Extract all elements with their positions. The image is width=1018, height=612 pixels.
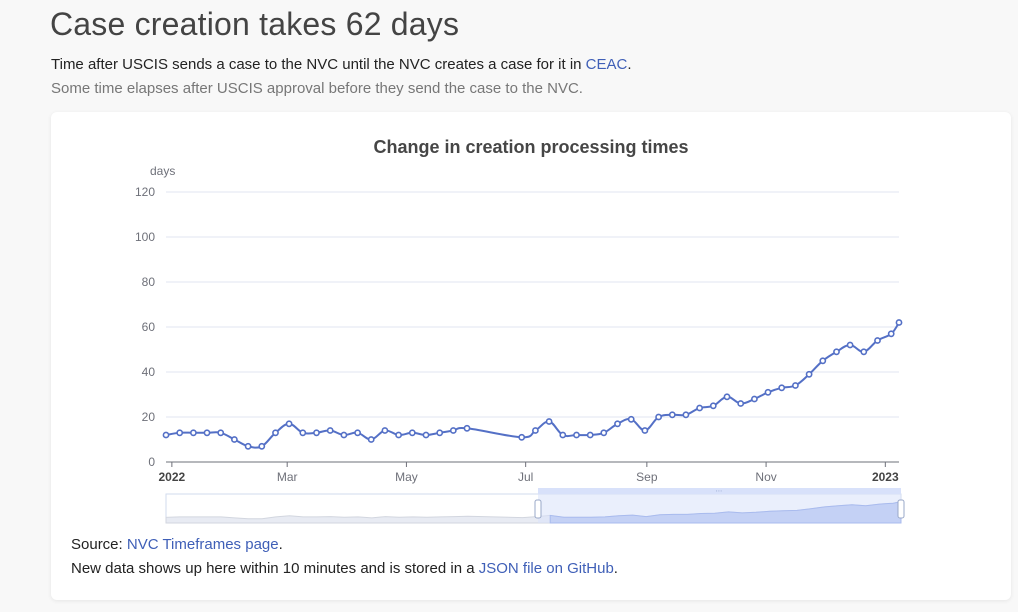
zoom-left-handle[interactable] xyxy=(534,499,542,519)
grid-lines xyxy=(166,191,899,418)
data-point[interactable] xyxy=(833,348,840,356)
data-point[interactable] xyxy=(340,431,348,439)
page-description: Time after USCIS sends a case to the NVC… xyxy=(51,56,632,73)
data-point[interactable] xyxy=(874,337,881,344)
lead-text: Time after USCIS sends a case to the NVC… xyxy=(51,56,586,73)
data-point[interactable] xyxy=(395,431,402,439)
zoom-move-bar[interactable] xyxy=(538,488,901,494)
data-point[interactable] xyxy=(272,429,279,437)
x-tick-label: 2023 xyxy=(872,470,899,484)
zoom-grip-icon: ⋯ xyxy=(716,487,723,495)
data-point[interactable] xyxy=(436,429,444,437)
data-point[interactable] xyxy=(518,433,526,441)
data-point[interactable] xyxy=(709,402,717,410)
data-point[interactable] xyxy=(354,429,361,437)
data-point[interactable] xyxy=(258,442,266,450)
x-axis-ticks: 2022 Mar May Jul Sep Nov 2023 xyxy=(159,462,899,484)
data-point[interactable] xyxy=(751,395,758,403)
chart-card: Change in creation processing times days… xyxy=(51,112,1011,600)
data-point[interactable] xyxy=(531,427,539,434)
x-tick-label: Nov xyxy=(755,470,776,484)
zoom-preview-selected xyxy=(549,500,902,524)
data-point[interactable] xyxy=(367,436,375,443)
data-point[interactable] xyxy=(449,427,457,434)
x-tick-label: 2022 xyxy=(159,470,186,484)
data-point[interactable] xyxy=(819,357,827,365)
data-point[interactable] xyxy=(381,427,389,434)
data-point[interactable] xyxy=(244,442,252,450)
ceac-link[interactable]: CEAC xyxy=(585,56,628,73)
y-tick-label: 120 xyxy=(135,185,155,199)
data-point[interactable] xyxy=(203,429,211,437)
data-point[interactable] xyxy=(422,431,430,439)
data-point[interactable] xyxy=(764,388,772,396)
y-tick-label: 100 xyxy=(135,230,155,244)
data-point[interactable] xyxy=(805,370,813,378)
data-point[interactable] xyxy=(285,420,293,428)
data-point[interactable] xyxy=(723,393,731,401)
zoom-right-handle[interactable] xyxy=(897,499,905,519)
data-point[interactable] xyxy=(655,413,662,421)
data-point[interactable] xyxy=(737,400,745,407)
page-title: Case creation takes 62 days xyxy=(50,6,460,42)
nvc-timeframes-link[interactable]: NVC Timeframes page xyxy=(126,536,279,553)
series-points xyxy=(162,319,903,450)
data-point[interactable] xyxy=(573,431,580,439)
source-line: Source: NVC Timeframes page. xyxy=(71,536,283,553)
y-tick-label: 60 xyxy=(142,320,156,334)
y-tick-label: 40 xyxy=(142,365,156,379)
x-tick-label: Mar xyxy=(277,470,298,484)
data-point[interactable] xyxy=(887,330,895,338)
data-point[interactable] xyxy=(463,424,471,432)
data-point[interactable] xyxy=(895,319,903,326)
data-point[interactable] xyxy=(600,429,608,437)
data-zoom-slider[interactable]: ⋯ xyxy=(165,487,905,524)
data-note: New data shows up here within 10 minutes… xyxy=(71,560,618,577)
json-github-link[interactable]: JSON file on GitHub xyxy=(478,560,614,577)
data-point[interactable] xyxy=(217,429,225,437)
data-point[interactable] xyxy=(162,431,170,439)
data-point[interactable] xyxy=(846,341,854,349)
data-point[interactable] xyxy=(668,411,676,419)
y-axis-label: days xyxy=(150,164,175,178)
data-point[interactable] xyxy=(189,429,197,437)
data-point[interactable] xyxy=(176,429,184,437)
data-point[interactable] xyxy=(641,427,649,434)
data-point[interactable] xyxy=(860,348,868,356)
data-point[interactable] xyxy=(778,384,786,392)
data-point[interactable] xyxy=(408,429,416,437)
data-point[interactable] xyxy=(313,429,320,437)
note-text: New data shows up here within 10 minutes… xyxy=(71,560,479,577)
y-tick-label: 0 xyxy=(148,455,155,469)
data-point[interactable] xyxy=(586,431,594,439)
x-tick-label: Jul xyxy=(518,470,533,484)
page-subdescription: Some time elapses after USCIS approval b… xyxy=(51,80,583,97)
data-point[interactable] xyxy=(627,415,635,423)
series-line xyxy=(165,321,900,449)
data-point[interactable] xyxy=(545,418,553,425)
data-point[interactable] xyxy=(326,427,334,434)
note-end: . xyxy=(613,560,618,577)
source-label: Source: xyxy=(71,536,127,553)
y-tick-label: 80 xyxy=(142,275,156,289)
data-point[interactable] xyxy=(792,382,799,389)
data-point[interactable] xyxy=(696,404,703,412)
data-point[interactable] xyxy=(682,411,690,419)
chart-title: Change in creation processing times xyxy=(373,137,688,157)
data-point[interactable] xyxy=(559,431,567,439)
processing-times-chart: Change in creation processing times days… xyxy=(135,137,905,524)
x-tick-label: Sep xyxy=(636,470,658,484)
x-tick-label: May xyxy=(395,470,418,484)
data-point[interactable] xyxy=(299,429,307,437)
lead-end: . xyxy=(627,56,632,73)
y-tick-label: 20 xyxy=(142,410,156,424)
source-end: . xyxy=(278,536,283,553)
y-axis-ticks: 0 20 40 60 80 100 120 xyxy=(135,185,155,469)
data-point[interactable] xyxy=(230,436,238,443)
data-point[interactable] xyxy=(614,420,621,428)
